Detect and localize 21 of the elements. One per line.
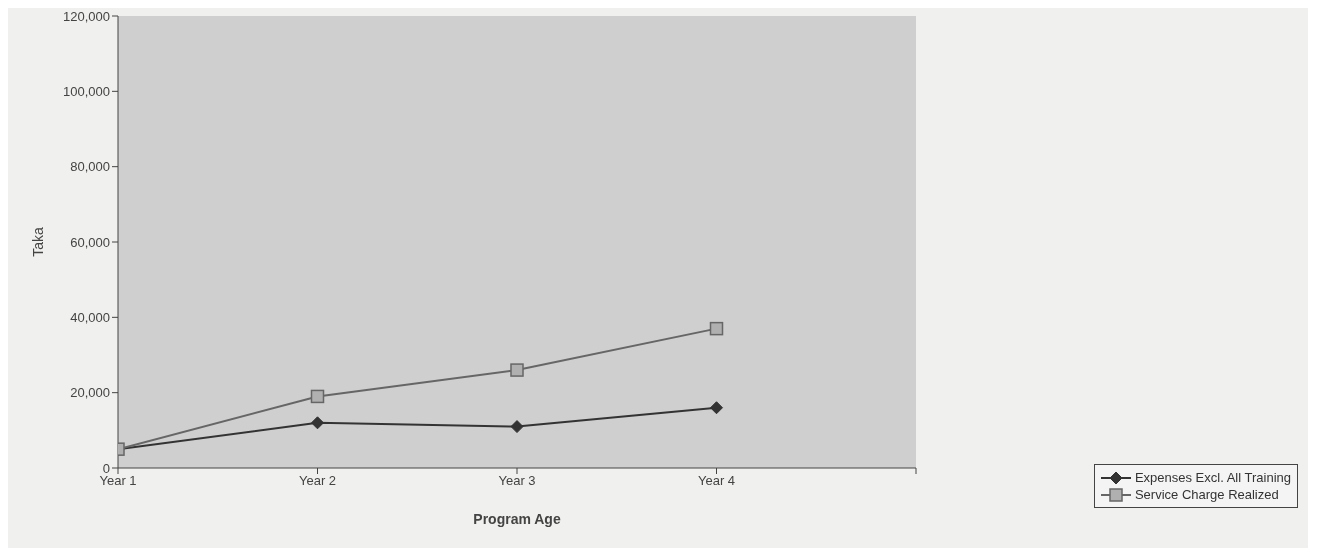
y-tick-label: 40,000 xyxy=(70,309,110,325)
y-tick-label: 20,000 xyxy=(70,385,110,401)
legend-label: Expenses Excl. All Training xyxy=(1134,470,1291,485)
point xyxy=(710,401,723,415)
point xyxy=(310,389,325,404)
point xyxy=(311,416,324,430)
y-tick-label: 60,000 xyxy=(70,234,110,250)
y-tick-label: 0 xyxy=(102,460,110,476)
x-tick-label: Year 2 xyxy=(298,473,337,489)
x-tick-label: Year 3 xyxy=(498,473,536,489)
x-tick-label: Year 4 xyxy=(697,473,736,489)
point xyxy=(510,420,524,434)
point xyxy=(709,321,724,336)
y-tick-label: 80,000 xyxy=(70,159,110,175)
x-tick-label: Year 1 xyxy=(99,473,137,489)
legend-label: Service Charge Realized xyxy=(1134,487,1279,502)
point xyxy=(510,363,524,377)
y-axis-title: Taka xyxy=(29,227,46,257)
x-axis-title: Program Age xyxy=(473,511,561,527)
y-tick-label: 120,000 xyxy=(63,8,110,24)
y-tick-label: 100,000 xyxy=(63,83,110,99)
